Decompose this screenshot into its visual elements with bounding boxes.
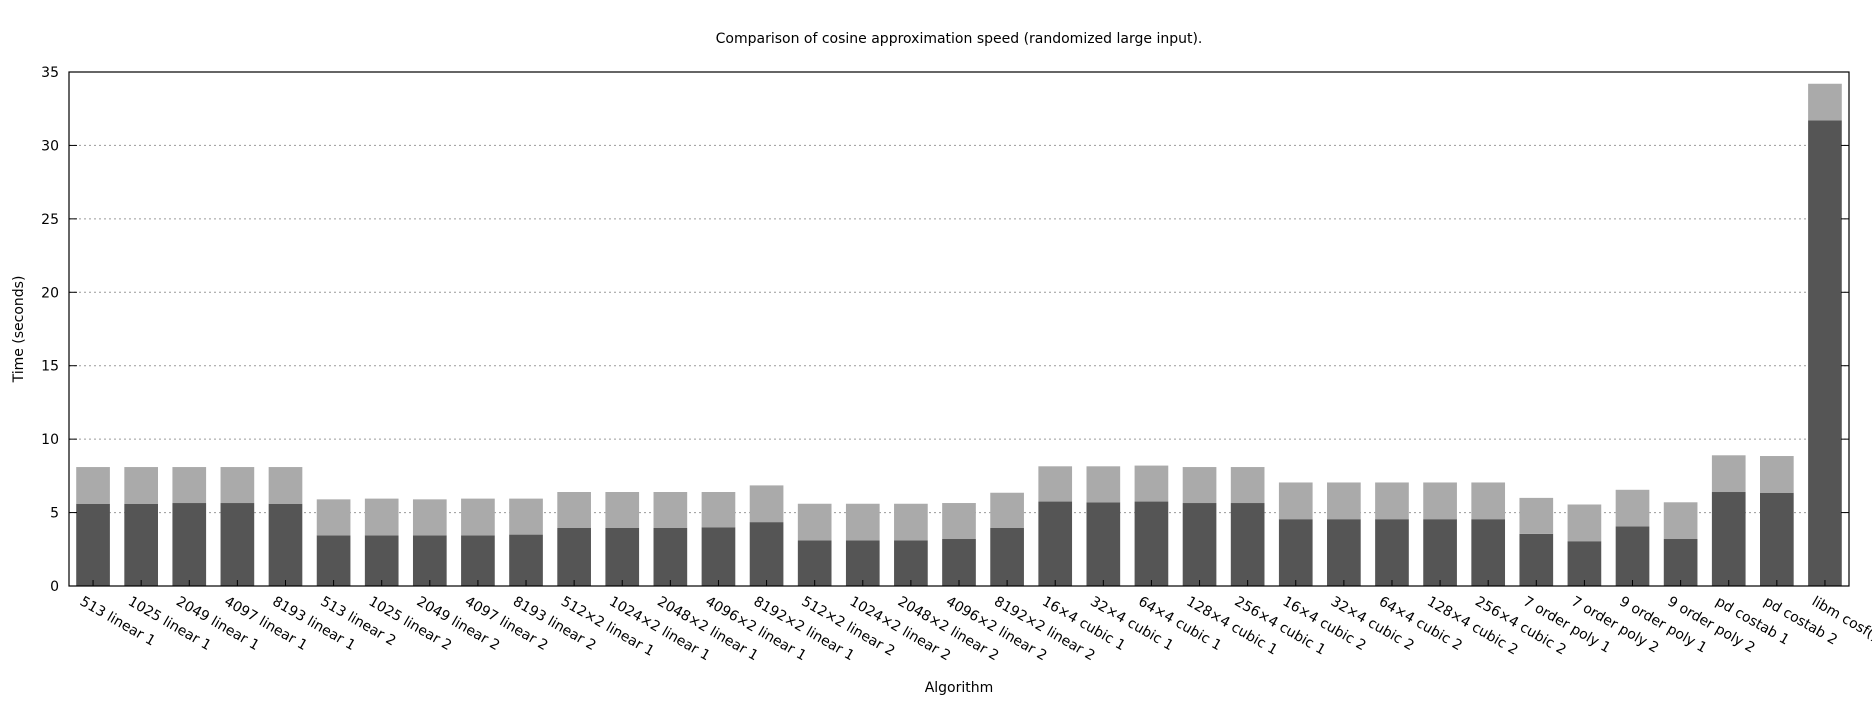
bar-top-segment bbox=[1038, 466, 1073, 502]
bar-bottom-segment bbox=[1760, 492, 1794, 586]
bar-bottom-segment bbox=[461, 535, 495, 586]
y-tick-label: 15 bbox=[41, 359, 59, 375]
bar-top-segment bbox=[1230, 467, 1265, 504]
bar-top-segment bbox=[1375, 482, 1409, 520]
bar-bottom-segment bbox=[1086, 502, 1121, 586]
bar-top-segment bbox=[605, 492, 640, 528]
bar-top-segment bbox=[1278, 482, 1313, 520]
bar-bottom-segment bbox=[1615, 526, 1650, 586]
bar-bottom-segment bbox=[364, 535, 399, 586]
bar-top-segment bbox=[1615, 489, 1650, 527]
bar-bottom-segment bbox=[1134, 501, 1169, 586]
bar-top-segment bbox=[1327, 482, 1361, 520]
bar-bottom-segment bbox=[1327, 519, 1361, 586]
bar-top-segment bbox=[172, 467, 207, 504]
y-tick-label: 25 bbox=[41, 212, 59, 228]
bar-bottom-segment bbox=[1278, 519, 1313, 586]
bar-bottom-segment bbox=[1038, 501, 1073, 586]
x-axis-label: Algorithm bbox=[925, 680, 994, 696]
bar-top-segment bbox=[845, 503, 880, 541]
y-ticks: 0 5 10 15 20 25 30 35 bbox=[41, 65, 1849, 595]
bar-top-segment bbox=[124, 467, 158, 504]
bar-bottom-segment bbox=[1663, 539, 1698, 586]
bar-top-segment bbox=[509, 498, 543, 535]
bar-bottom-segment bbox=[1182, 503, 1217, 586]
bar-top-segment bbox=[364, 498, 399, 536]
bar-top-segment bbox=[557, 492, 591, 528]
bar-bottom-segment bbox=[268, 503, 303, 586]
bar-top-segment bbox=[268, 467, 303, 504]
bar-bottom-segment bbox=[990, 527, 1024, 586]
bar-top-segment bbox=[942, 503, 976, 540]
bar-bottom-segment bbox=[124, 503, 158, 586]
bar-bottom-segment bbox=[653, 527, 688, 586]
chart-title: Comparison of cosine approximation speed… bbox=[716, 31, 1203, 47]
bar-top-segment bbox=[461, 498, 495, 536]
bar-top-segment bbox=[1663, 502, 1698, 540]
y-tick-label: 35 bbox=[41, 65, 59, 81]
bar-top-segment bbox=[894, 503, 928, 541]
gridlines bbox=[69, 144, 1849, 514]
bar-bottom-segment bbox=[605, 527, 640, 586]
bar-bottom-segment bbox=[1519, 533, 1554, 586]
bar-top-segment bbox=[1760, 456, 1794, 493]
bar-top-segment bbox=[653, 492, 688, 528]
bar-bottom-segment bbox=[316, 535, 351, 586]
bar-bottom-segment bbox=[1567, 541, 1602, 586]
bar-top-segment bbox=[1808, 83, 1842, 121]
bar-bottom-segment bbox=[1711, 492, 1746, 586]
bar-top-segment bbox=[749, 485, 784, 523]
bar-bottom-segment bbox=[1230, 503, 1265, 586]
bar-bottom-segment bbox=[701, 527, 736, 586]
y-tick-label: 5 bbox=[50, 506, 59, 522]
bar-top-segment bbox=[220, 467, 255, 504]
y-tick-label: 0 bbox=[50, 579, 59, 595]
bar-top-segment bbox=[1423, 482, 1457, 520]
bar-top-segment bbox=[1134, 465, 1169, 502]
y-axis-label: Time (seconds) bbox=[11, 276, 27, 384]
bar-top-segment bbox=[1182, 467, 1217, 504]
bar-bottom-segment bbox=[1808, 120, 1842, 586]
bar-bottom-segment bbox=[76, 503, 110, 586]
y-tick-label: 30 bbox=[41, 138, 59, 154]
bar-top-segment bbox=[1471, 482, 1506, 520]
bar-top-segment bbox=[316, 499, 351, 536]
bars bbox=[76, 83, 1842, 586]
bar-bottom-segment bbox=[942, 539, 976, 586]
bar-top-segment bbox=[1519, 497, 1554, 534]
bar-bottom-segment bbox=[220, 503, 255, 586]
bar-bottom-segment bbox=[797, 540, 832, 586]
bar-bottom-segment bbox=[1471, 519, 1506, 586]
bar-bottom-segment bbox=[845, 540, 880, 586]
bar-top-segment bbox=[701, 492, 736, 528]
bar-bottom-segment bbox=[894, 540, 928, 586]
bar-bottom-segment bbox=[172, 503, 207, 586]
bar-bottom-segment bbox=[1375, 519, 1409, 586]
bar-bottom-segment bbox=[509, 534, 543, 586]
bar-top-segment bbox=[1086, 466, 1121, 503]
bar-bottom-segment bbox=[557, 527, 591, 586]
y-tick-label: 10 bbox=[41, 432, 59, 448]
bar-top-segment bbox=[76, 467, 110, 504]
bar-top-segment bbox=[990, 492, 1024, 528]
bar-top-segment bbox=[412, 499, 447, 536]
bar-bottom-segment bbox=[1423, 519, 1457, 586]
y-tick-label: 20 bbox=[41, 285, 59, 301]
bar-top-segment bbox=[1711, 455, 1746, 493]
bar-bottom-segment bbox=[749, 522, 784, 586]
bar-top-segment bbox=[797, 503, 832, 541]
bar-top-segment bbox=[1567, 504, 1602, 542]
bar-bottom-segment bbox=[412, 535, 447, 586]
